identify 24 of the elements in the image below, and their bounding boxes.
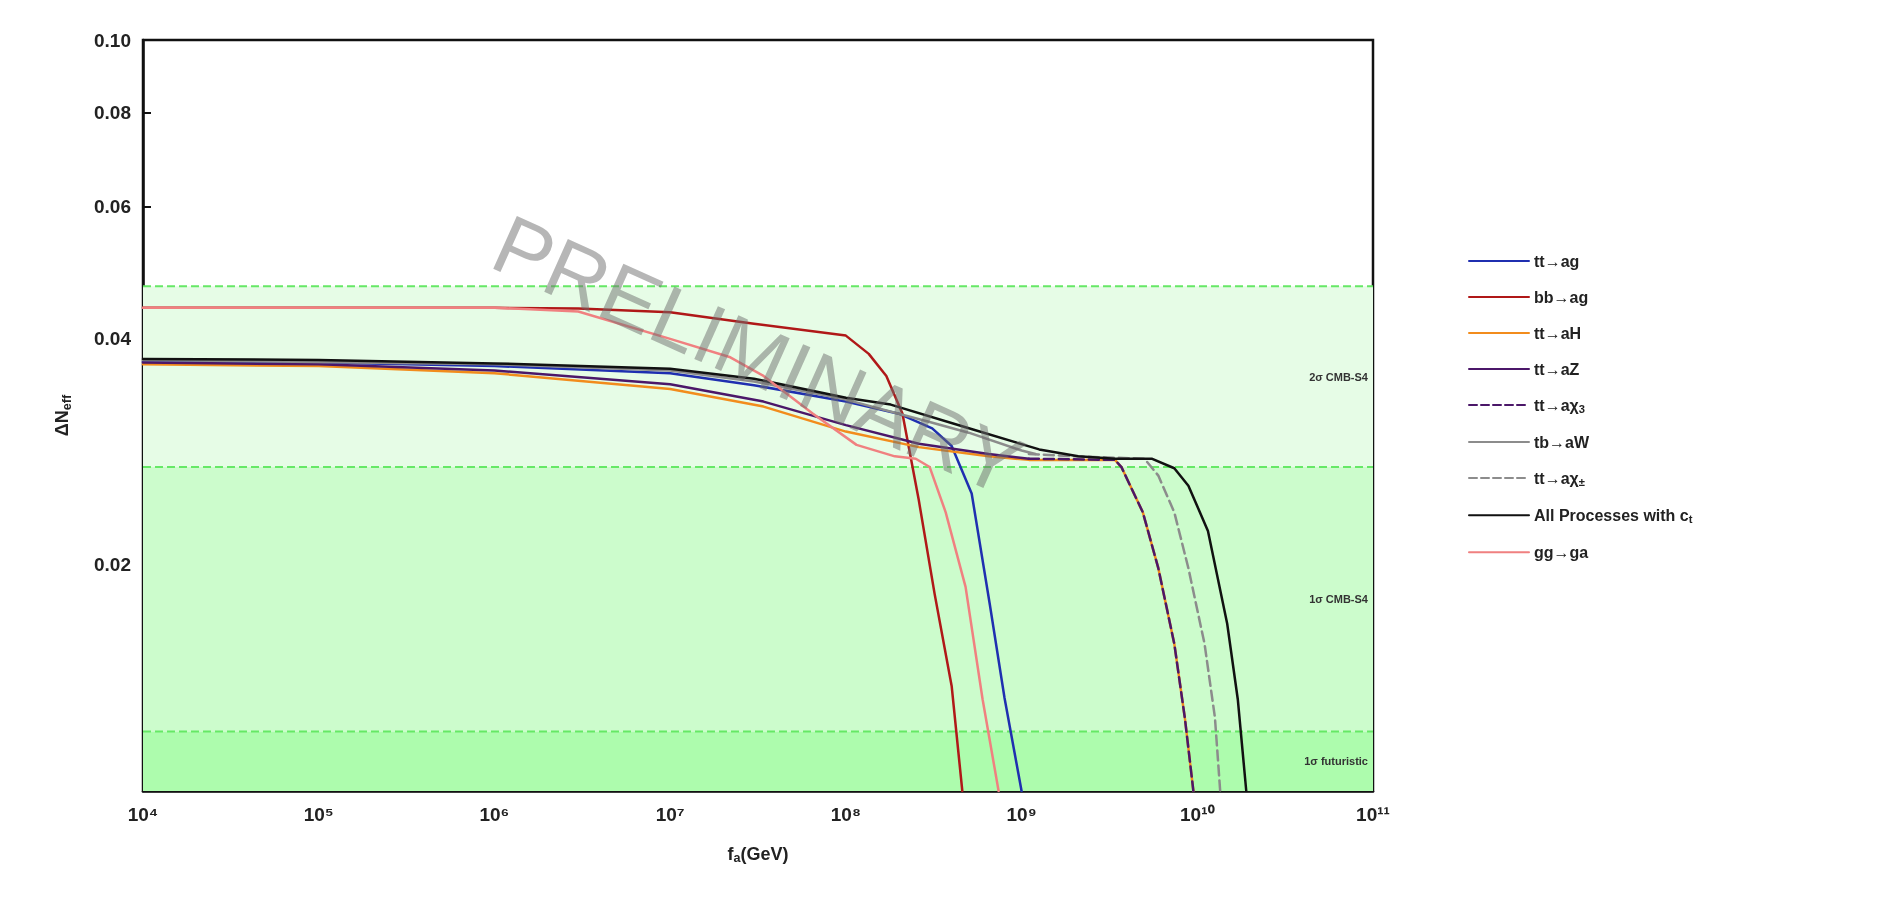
band-label: 1σ CMB-S4 xyxy=(1309,593,1369,606)
x-tick-label: 10⁸ xyxy=(830,804,861,825)
y-tick-label: 0.08 xyxy=(94,102,131,124)
legend-label: tb→aW xyxy=(1534,433,1590,451)
x-tick-label: 10¹⁰ xyxy=(1180,804,1215,825)
x-tick-label: 10⁴ xyxy=(127,804,159,825)
legend-label: tt→aχ± xyxy=(1534,469,1585,488)
y-tick-label: 0.06 xyxy=(94,196,131,218)
legend-label: tt→aZ xyxy=(1534,360,1580,378)
x-tick-label: 10⁷ xyxy=(655,804,685,825)
x-tick-label: 10⁹ xyxy=(1006,804,1037,825)
x-tick-label: 10⁶ xyxy=(479,804,510,825)
y-tick-label: 0.10 xyxy=(94,29,131,51)
y-axis-title: ΔNeff xyxy=(52,394,74,437)
legend-label: tt→ag xyxy=(1534,252,1580,270)
band-label: 1σ futuristic xyxy=(1304,755,1368,768)
y-tick-label: 0.04 xyxy=(94,328,132,350)
band-label: 2σ CMB-S4 xyxy=(1309,370,1369,383)
legend-label: tt→aH xyxy=(1534,324,1582,342)
x-tick-label: 10⁵ xyxy=(303,804,334,825)
x-tick-label: 10¹¹ xyxy=(1356,804,1390,825)
legend-label: gg→ga xyxy=(1534,543,1589,561)
legend-label: bb→ag xyxy=(1534,288,1589,306)
y-tick-label: 0.02 xyxy=(94,554,131,576)
